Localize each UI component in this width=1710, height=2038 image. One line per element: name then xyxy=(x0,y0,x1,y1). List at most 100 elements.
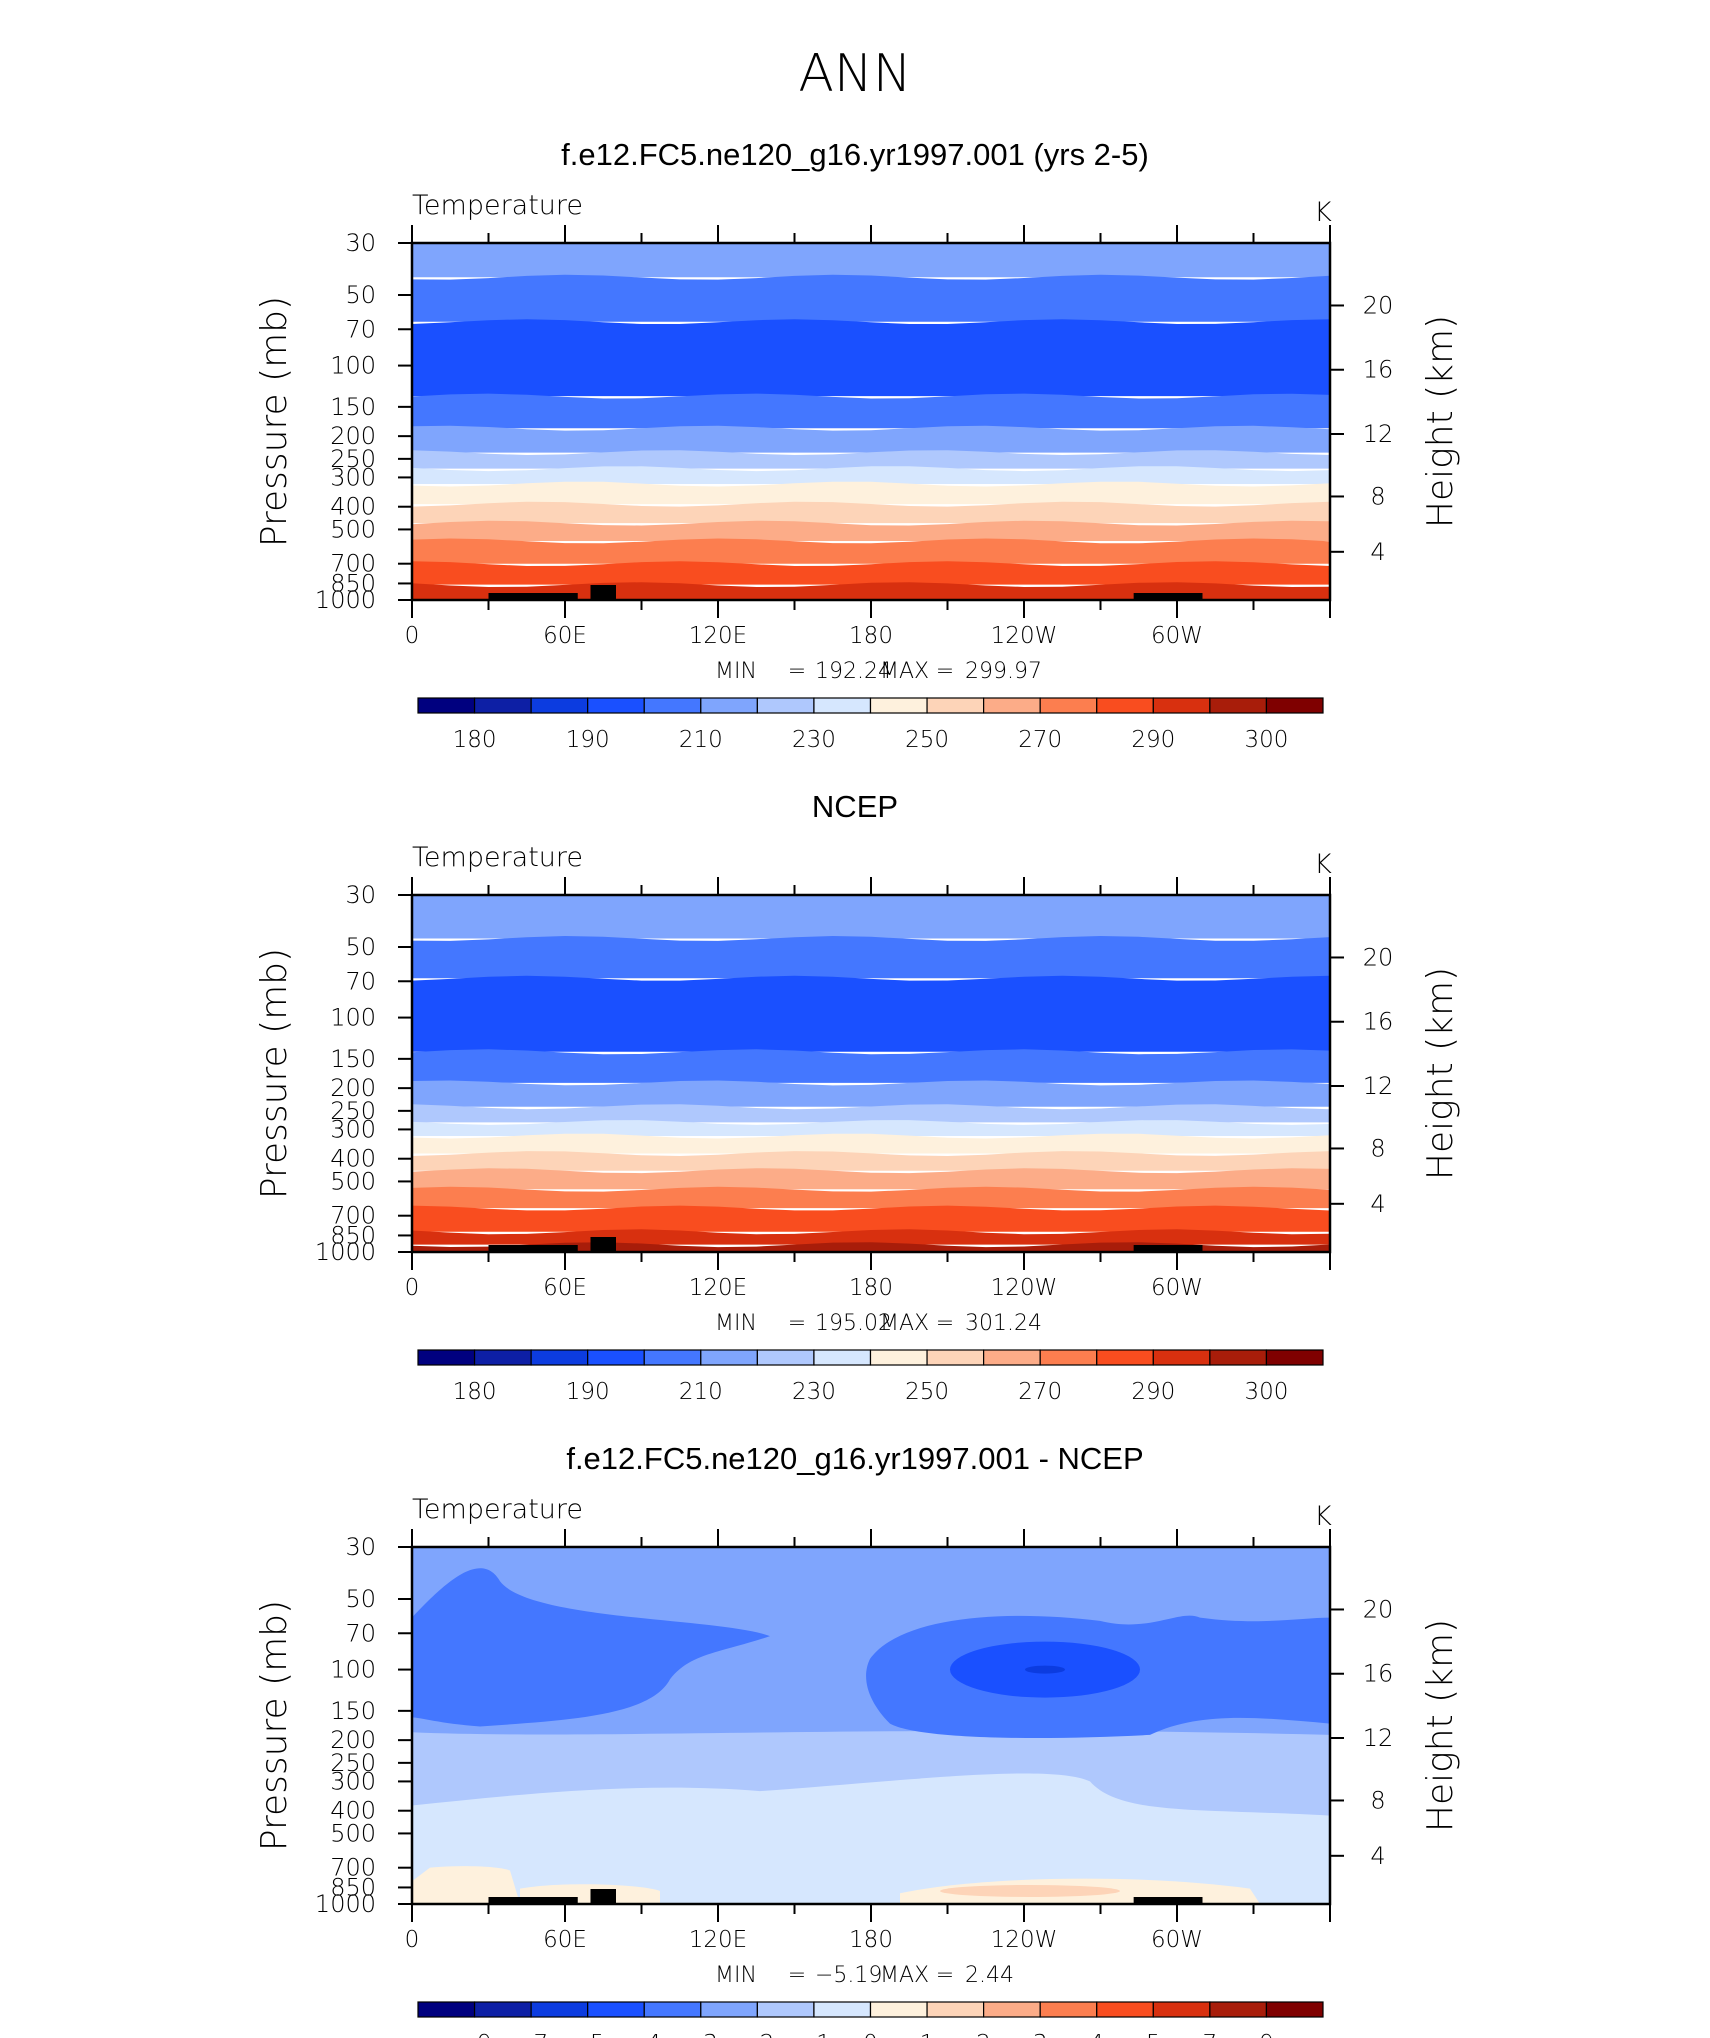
y-axis-label: Pressure (mb) xyxy=(254,1600,295,1851)
stats-max-label: MAX xyxy=(880,1963,929,1988)
colorbar-swatch xyxy=(1152,697,1211,714)
panel-2-contour-band xyxy=(412,1151,1330,1171)
colorbar-swatch xyxy=(983,697,1041,714)
y-tick-label-right: 16 xyxy=(1363,1660,1394,1688)
panel-2-contour-band xyxy=(412,895,1330,939)
y-tick-label: 300 xyxy=(330,1767,376,1795)
colorbar-swatch xyxy=(1152,1349,1211,1366)
y-tick-label-right: 8 xyxy=(1370,482,1385,510)
x-tick-label: 60E xyxy=(543,1275,587,1301)
y-axis-label: Pressure (mb) xyxy=(254,948,295,1199)
colorbar-swatch xyxy=(530,697,589,714)
y-tick-label: 1000 xyxy=(315,586,376,614)
colorbar-label: −5 xyxy=(571,2031,605,2038)
y-axis-label-right: Height (km) xyxy=(1420,967,1461,1180)
x-tick-label: 120E xyxy=(689,1275,747,1301)
topography-mask xyxy=(488,1897,578,1904)
y-tick-label: 850 xyxy=(330,1873,376,1901)
y-tick-label-right: 8 xyxy=(1370,1134,1385,1162)
y-tick-label: 400 xyxy=(330,1145,376,1173)
stats-max-label: MAX xyxy=(880,659,929,684)
colorbar-label: 5 xyxy=(1146,2031,1161,2038)
y-tick-label: 70 xyxy=(345,315,376,343)
x-tick-label: 120W xyxy=(991,1275,1058,1301)
y-tick-label: 250 xyxy=(330,1749,376,1777)
stats-min-value: 195.02 xyxy=(815,1311,892,1336)
colorbar-label: 270 xyxy=(1018,1379,1062,1405)
colorbar-label: 250 xyxy=(905,1379,949,1405)
colorbar-label: 300 xyxy=(1244,727,1288,753)
panel-2: NCEP Temperature K 0 60E 120E 180 120W 60W 30 50 70… xyxy=(254,789,1461,1405)
x-tick-label: 120E xyxy=(689,623,747,649)
colorbar-label: 180 xyxy=(453,727,497,753)
colorbar-swatch xyxy=(587,697,645,714)
y-tick-label-right: 20 xyxy=(1363,291,1394,319)
colorbar-label: 7 xyxy=(1203,2031,1218,2038)
colorbar-swatch xyxy=(983,2001,1041,2018)
y-tick-label: 300 xyxy=(330,463,376,491)
colorbar-swatch xyxy=(1039,2001,1098,2018)
colorbar-swatch xyxy=(1265,2001,1324,2018)
diff-contour-band xyxy=(412,1866,520,1904)
x-tick-label: 180 xyxy=(849,623,893,649)
y-tick-label: 1000 xyxy=(315,1238,376,1266)
y-tick-label: 100 xyxy=(330,1004,376,1032)
colorbar-label: 180 xyxy=(453,1379,497,1405)
colorbar-swatch xyxy=(1039,697,1098,714)
x-tick-label: 60E xyxy=(543,1927,587,1953)
colorbar-label: −2 xyxy=(740,2031,774,2038)
y-tick-label: 150 xyxy=(330,1045,376,1073)
stats-equals: = xyxy=(936,1311,954,1336)
colorbar-label: 230 xyxy=(792,727,836,753)
y-tick-label: 30 xyxy=(345,229,376,257)
colorbar-label: 2 xyxy=(976,2031,991,2038)
colorbar-label: −4 xyxy=(627,2031,661,2038)
units-label: K xyxy=(1314,197,1332,228)
colorbar-swatch xyxy=(756,2001,815,2018)
colorbar-swatch xyxy=(1096,2001,1154,2018)
colorbar-swatch xyxy=(700,697,758,714)
colorbar-swatch xyxy=(700,2001,758,2018)
colorbar-label: 250 xyxy=(905,727,949,753)
topography-mask xyxy=(488,593,578,600)
panel-title: f.e12.FC5.ne120_g16.yr1997.001 (yrs 2-5) xyxy=(561,137,1149,172)
topography-mask xyxy=(590,1889,616,1904)
colorbar-swatch xyxy=(813,697,872,714)
panel-1-contour-band xyxy=(412,466,1330,484)
x-tick-label: 60E xyxy=(543,623,587,649)
y-tick-label: 300 xyxy=(330,1115,376,1143)
x-tick-label: 180 xyxy=(849,1275,893,1301)
colorbar-label: 9 xyxy=(1259,2031,1274,2038)
panel-1-contour-band xyxy=(412,561,1330,585)
y-tick-label: 30 xyxy=(345,1533,376,1561)
panel-1-contour-band xyxy=(412,425,1330,453)
y-tick-label: 30 xyxy=(345,881,376,909)
colorbar-swatch xyxy=(643,1349,702,1366)
y-tick-label: 70 xyxy=(345,1619,376,1647)
colorbar-swatch xyxy=(473,1349,532,1366)
y-tick-label: 100 xyxy=(330,352,376,380)
y-tick-label-right: 20 xyxy=(1363,943,1394,971)
panel-2-contour-band xyxy=(412,1120,1330,1136)
colorbar-label: −1 xyxy=(797,2031,831,2038)
colorbar-label: 230 xyxy=(792,1379,836,1405)
panel-2-contour-band xyxy=(412,1168,1330,1190)
colorbar-label: −9 xyxy=(458,2031,492,2038)
stats-min-value: −5.19 xyxy=(815,1963,882,1988)
y-tick-label-right: 12 xyxy=(1363,1724,1394,1752)
y-tick-label: 700 xyxy=(330,1202,376,1230)
colorbar-swatch xyxy=(643,697,702,714)
y-axis-label-right: Height (km) xyxy=(1420,1619,1461,1832)
colorbar-swatch xyxy=(473,2001,532,2018)
diff-contour-band xyxy=(940,1884,1120,1897)
stats-equals: = xyxy=(788,1311,806,1336)
panel-1: f.e12.FC5.ne120_g16.yr1997.001 (yrs 2-5)… xyxy=(254,137,1461,753)
colorbar-swatch xyxy=(813,1349,872,1366)
x-tick-label: 60W xyxy=(1151,1927,1203,1953)
panel-1-contour-band xyxy=(412,319,1330,397)
colorbar-swatch xyxy=(926,697,985,714)
colorbar-label: 3 xyxy=(1033,2031,1048,2038)
y-tick-label: 400 xyxy=(330,493,376,521)
colorbar-swatch xyxy=(813,2001,872,2018)
colorbar-swatch xyxy=(530,1349,589,1366)
